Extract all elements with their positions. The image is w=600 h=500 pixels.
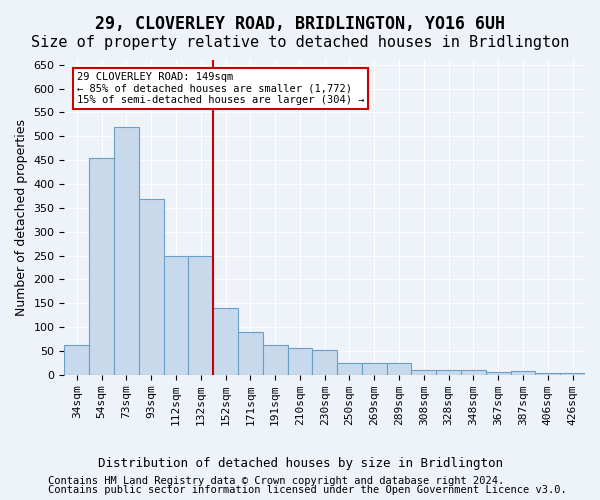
Bar bbox=[486, 372, 511, 375]
Bar bbox=[89, 158, 114, 375]
Bar bbox=[114, 127, 139, 375]
Bar bbox=[362, 363, 386, 375]
Bar bbox=[287, 348, 313, 375]
Bar bbox=[188, 256, 213, 375]
Bar bbox=[511, 371, 535, 375]
Bar bbox=[386, 363, 412, 375]
Bar bbox=[238, 332, 263, 375]
Bar bbox=[263, 345, 287, 375]
Bar bbox=[412, 370, 436, 375]
Bar bbox=[139, 200, 164, 375]
Bar bbox=[164, 256, 188, 375]
Bar bbox=[436, 370, 461, 375]
Bar bbox=[461, 370, 486, 375]
Bar bbox=[313, 350, 337, 375]
Text: 29, CLOVERLEY ROAD, BRIDLINGTON, YO16 6UH: 29, CLOVERLEY ROAD, BRIDLINGTON, YO16 6U… bbox=[95, 15, 505, 33]
Bar bbox=[535, 373, 560, 375]
Y-axis label: Number of detached properties: Number of detached properties bbox=[15, 119, 28, 316]
Bar bbox=[213, 308, 238, 375]
Text: Contains HM Land Registry data © Crown copyright and database right 2024.: Contains HM Land Registry data © Crown c… bbox=[48, 476, 504, 486]
Bar bbox=[560, 373, 585, 375]
Bar bbox=[64, 345, 89, 375]
Text: Contains public sector information licensed under the Open Government Licence v3: Contains public sector information licen… bbox=[48, 485, 567, 495]
Bar bbox=[337, 363, 362, 375]
Text: 29 CLOVERLEY ROAD: 149sqm
← 85% of detached houses are smaller (1,772)
15% of se: 29 CLOVERLEY ROAD: 149sqm ← 85% of detac… bbox=[77, 72, 364, 105]
Text: Distribution of detached houses by size in Bridlington: Distribution of detached houses by size … bbox=[97, 458, 503, 470]
Text: Size of property relative to detached houses in Bridlington: Size of property relative to detached ho… bbox=[31, 35, 569, 50]
